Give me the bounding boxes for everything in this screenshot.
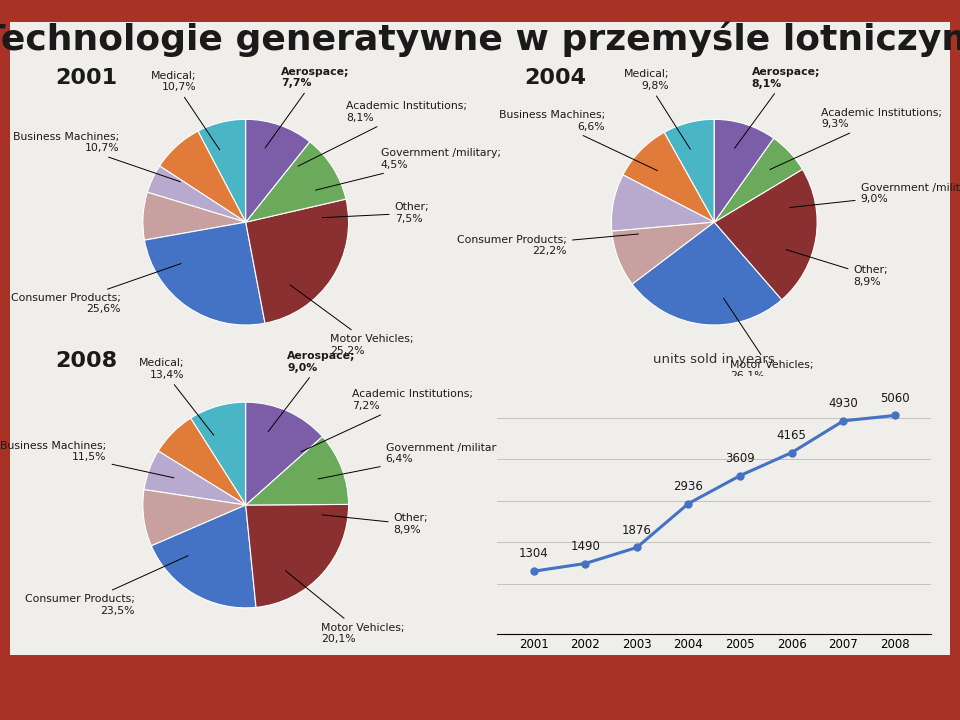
Text: units sold in years: units sold in years — [654, 354, 775, 366]
Text: Motor Vehicles;
20,1%: Motor Vehicles; 20,1% — [285, 571, 405, 644]
Text: Government /military;
4,5%: Government /military; 4,5% — [316, 148, 501, 190]
Wedge shape — [623, 132, 714, 222]
Text: Aerospace;
7,7%: Aerospace; 7,7% — [265, 66, 350, 148]
Text: Government /military;
9,0%: Government /military; 9,0% — [790, 182, 960, 207]
Text: 3609: 3609 — [725, 451, 755, 464]
Wedge shape — [246, 505, 348, 608]
Text: 4930: 4930 — [828, 397, 858, 410]
Text: 2936: 2936 — [674, 480, 704, 492]
Wedge shape — [246, 402, 323, 505]
Text: 5060: 5060 — [880, 392, 910, 405]
Wedge shape — [159, 131, 246, 222]
Text: Government /military;
6,4%: Government /military; 6,4% — [318, 443, 506, 479]
Wedge shape — [714, 138, 803, 222]
Text: 2004: 2004 — [524, 68, 586, 88]
Wedge shape — [246, 436, 348, 505]
Wedge shape — [612, 175, 714, 231]
Wedge shape — [152, 505, 256, 608]
Text: 1304: 1304 — [518, 547, 548, 560]
Wedge shape — [144, 451, 246, 505]
Text: Academic Institutions;
8,1%: Academic Institutions; 8,1% — [298, 101, 468, 166]
Text: Other;
7,5%: Other; 7,5% — [323, 202, 429, 224]
Text: Aerospace;
8,1%: Aerospace; 8,1% — [734, 67, 821, 148]
Text: Academic Institutions;
7,2%: Academic Institutions; 7,2% — [300, 390, 473, 452]
Text: 4165: 4165 — [777, 428, 806, 441]
Wedge shape — [664, 120, 714, 222]
Wedge shape — [633, 222, 781, 325]
Wedge shape — [246, 120, 310, 222]
Wedge shape — [198, 120, 246, 222]
Wedge shape — [143, 192, 246, 240]
Text: 2001: 2001 — [56, 68, 117, 88]
Wedge shape — [191, 402, 246, 505]
Text: Business Machines;
11,5%: Business Machines; 11,5% — [0, 441, 174, 478]
Wedge shape — [147, 166, 246, 222]
Text: Medical;
9,8%: Medical; 9,8% — [624, 69, 690, 149]
Wedge shape — [246, 142, 346, 222]
Wedge shape — [246, 199, 348, 323]
Text: Academic Institutions;
9,3%: Academic Institutions; 9,3% — [770, 107, 943, 169]
Wedge shape — [714, 120, 774, 222]
Wedge shape — [612, 222, 714, 284]
Text: Consumer Products;
23,5%: Consumer Products; 23,5% — [25, 556, 188, 616]
Wedge shape — [714, 169, 817, 300]
Text: 1490: 1490 — [570, 539, 600, 553]
Text: 1876: 1876 — [622, 523, 652, 536]
Text: Other;
8,9%: Other; 8,9% — [322, 513, 428, 535]
Text: Motor Vehicles;
25,2%: Motor Vehicles; 25,2% — [290, 285, 414, 356]
Text: Medical;
13,4%: Medical; 13,4% — [139, 358, 214, 436]
Text: 2008: 2008 — [56, 351, 117, 371]
Text: Technologie generatywne w przemyśle lotniczym: Technologie generatywne w przemyśle lotn… — [0, 22, 960, 58]
Text: Consumer Products;
22,2%: Consumer Products; 22,2% — [457, 234, 638, 256]
Text: Other;
8,9%: Other; 8,9% — [786, 250, 888, 287]
Wedge shape — [158, 418, 246, 505]
Text: Motor Vehicles;
26,1%: Motor Vehicles; 26,1% — [724, 298, 813, 382]
Text: Aerospace;
9,0%: Aerospace; 9,0% — [268, 351, 356, 432]
Wedge shape — [144, 222, 265, 325]
Text: Medical;
10,7%: Medical; 10,7% — [151, 71, 220, 150]
Wedge shape — [143, 490, 246, 546]
Text: Consumer Products;
25,6%: Consumer Products; 25,6% — [11, 264, 181, 315]
Text: Business Machines;
6,6%: Business Machines; 6,6% — [498, 110, 658, 171]
Text: Business Machines;
10,7%: Business Machines; 10,7% — [13, 132, 180, 181]
